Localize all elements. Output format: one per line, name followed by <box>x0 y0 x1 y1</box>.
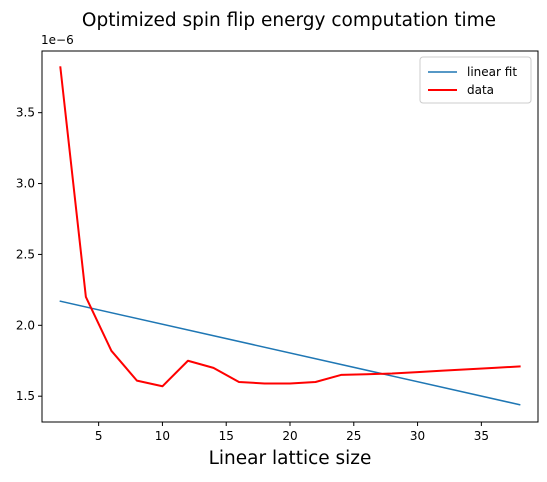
y-tick-label: 2.0 <box>16 318 35 332</box>
y-offset-label: 1e−6 <box>41 33 74 47</box>
legend-label-data: data <box>467 83 494 97</box>
x-tick-label: 10 <box>155 429 170 443</box>
chart-title: Optimized spin flip energy computation t… <box>82 10 496 31</box>
axis-ticks: 5 10 15 20 25 30 35 1.5 2.0 2.5 3.0 3.5 <box>16 106 489 443</box>
legend: linear fit data <box>419 56 532 104</box>
y-tick-label: 1.5 <box>16 389 35 403</box>
plot-area <box>42 51 538 422</box>
y-tick-label: 3.5 <box>16 106 35 120</box>
series-line-linear-fit <box>59 300 521 406</box>
plot-frame <box>41 50 539 423</box>
x-tick-label: 15 <box>219 429 234 443</box>
x-tick-label: 20 <box>282 429 297 443</box>
series-line-data <box>59 66 521 388</box>
x-tick-label: 35 <box>474 429 489 443</box>
y-tick-label: 3.0 <box>16 177 35 191</box>
x-tick-label: 5 <box>95 429 103 443</box>
y-tick-label: 2.5 <box>16 247 35 261</box>
x-tick-label: 30 <box>410 429 425 443</box>
legend-label-linear-fit: linear fit <box>467 65 517 79</box>
x-axis-label: Linear lattice size <box>209 448 372 469</box>
series-lines <box>59 66 521 406</box>
x-tick-label: 25 <box>346 429 361 443</box>
legend-box <box>419 56 532 104</box>
